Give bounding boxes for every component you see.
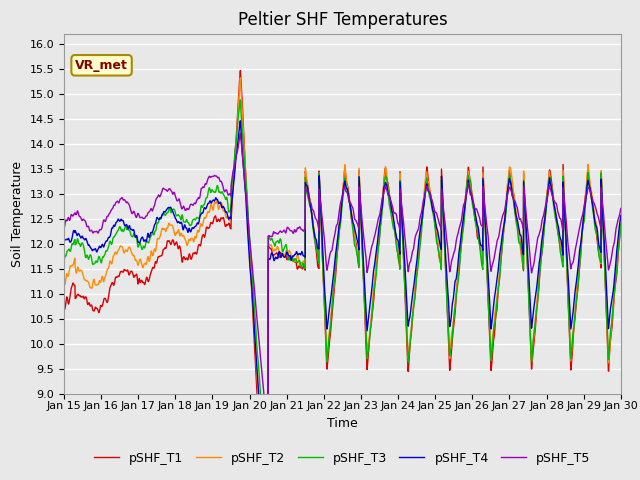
- pSHF_T2: [617, 212, 625, 218]
- Line: pSHF_T5: pSHF_T5: [64, 133, 621, 440]
- pSHF_T2: [237, 75, 244, 81]
- pSHF_T1: [407, 335, 415, 341]
- pSHF_T4: [564, 274, 572, 280]
- pSHF_T3: [617, 223, 625, 229]
- pSHF_T2: [397, 192, 404, 198]
- pSHF_T2: [564, 297, 572, 303]
- Title: Peltier SHF Temperatures: Peltier SHF Temperatures: [237, 11, 447, 29]
- pSHF_T2: [60, 282, 68, 288]
- pSHF_T4: [407, 308, 415, 313]
- pSHF_T4: [216, 200, 223, 205]
- pSHF_T4: [179, 227, 187, 233]
- pSHF_T3: [564, 297, 572, 302]
- pSHF_T3: [397, 198, 404, 204]
- pSHF_T3: [179, 218, 187, 224]
- pSHF_T2: [179, 233, 187, 239]
- pSHF_T4: [60, 238, 68, 244]
- X-axis label: Time: Time: [327, 417, 358, 430]
- pSHF_T5: [237, 131, 244, 136]
- pSHF_T1: [397, 194, 404, 200]
- pSHF_T1: [216, 218, 223, 224]
- pSHF_T2: [216, 204, 223, 210]
- pSHF_T5: [407, 258, 415, 264]
- pSHF_T4: [617, 213, 625, 218]
- Legend: pSHF_T1, pSHF_T2, pSHF_T3, pSHF_T4, pSHF_T5: pSHF_T1, pSHF_T2, pSHF_T3, pSHF_T4, pSHF…: [89, 447, 596, 469]
- pSHF_T5: [216, 177, 223, 182]
- pSHF_T5: [617, 205, 625, 211]
- pSHF_T3: [216, 190, 223, 195]
- pSHF_T3: [60, 258, 68, 264]
- pSHF_T5: [264, 437, 272, 443]
- pSHF_T1: [564, 300, 572, 306]
- pSHF_T4: [617, 214, 625, 220]
- pSHF_T3: [617, 221, 625, 227]
- Line: pSHF_T3: pSHF_T3: [64, 100, 621, 480]
- Line: pSHF_T1: pSHF_T1: [64, 71, 621, 480]
- pSHF_T5: [564, 243, 572, 249]
- Line: pSHF_T4: pSHF_T4: [64, 121, 621, 480]
- pSHF_T5: [60, 226, 68, 232]
- pSHF_T1: [60, 308, 68, 314]
- pSHF_T1: [179, 254, 187, 260]
- Line: pSHF_T2: pSHF_T2: [64, 78, 621, 480]
- pSHF_T3: [407, 335, 415, 341]
- Y-axis label: Soil Temperature: Soil Temperature: [11, 161, 24, 266]
- pSHF_T1: [617, 223, 625, 229]
- Text: VR_met: VR_met: [75, 59, 128, 72]
- pSHF_T2: [407, 330, 415, 336]
- pSHF_T5: [617, 206, 625, 212]
- pSHF_T3: [236, 97, 244, 103]
- pSHF_T5: [397, 195, 404, 201]
- pSHF_T1: [237, 68, 244, 73]
- pSHF_T5: [179, 204, 187, 209]
- pSHF_T4: [237, 118, 244, 124]
- pSHF_T2: [617, 214, 625, 220]
- pSHF_T4: [397, 195, 404, 201]
- pSHF_T1: [617, 221, 625, 227]
